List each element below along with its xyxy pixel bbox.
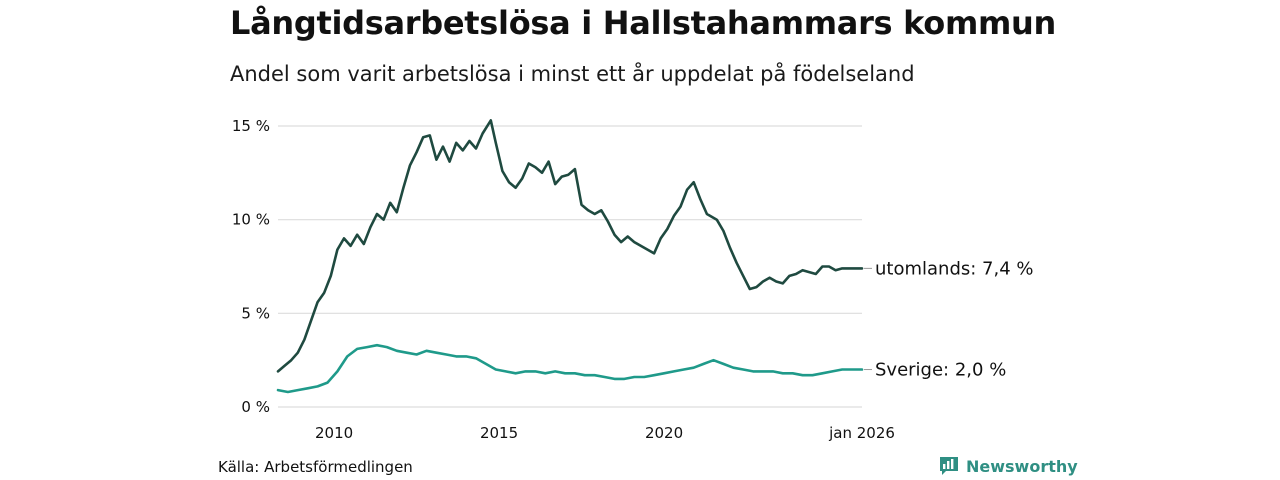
x-tick-label: 2010 [315,424,353,442]
x-tick-label: 2020 [645,424,683,442]
series-line-utomlands [276,119,864,373]
source-note: Källa: Arbetsförmedlingen [218,458,413,476]
series-lines [276,119,864,394]
brand-logo[interactable]: Newsworthy [938,455,1078,477]
y-tick-label: 5 % [241,304,270,322]
series-line-sverige [276,343,864,394]
series-end-labels: utomlands: 7,4 % Sverige: 2,0 % [864,258,1034,381]
chart-subtitle: Andel som varit arbetslösa i minst ett å… [230,62,915,86]
gridlines [278,125,862,408]
x-tick-label: 2015 [480,424,518,442]
x-tick-label: jan 2026 [828,424,895,442]
x-axis-ticks: 2010 2015 2020 jan 2026 [315,424,895,442]
y-tick-label: 10 % [232,211,270,229]
brand-name: Newsworthy [966,456,1078,476]
series-end-label-utomlands: utomlands: 7,4 % [875,258,1034,279]
y-tick-label: 0 % [241,398,270,416]
series-end-label-sverige: Sverige: 2,0 % [875,360,1006,381]
y-axis-ticks: 0 % 5 % 10 % 15 % [232,117,270,416]
newsworthy-logo-icon [940,457,958,475]
y-tick-label: 15 % [232,117,270,135]
chart-title: Långtidsarbetslösa i Hallstahammars komm… [230,4,1056,42]
